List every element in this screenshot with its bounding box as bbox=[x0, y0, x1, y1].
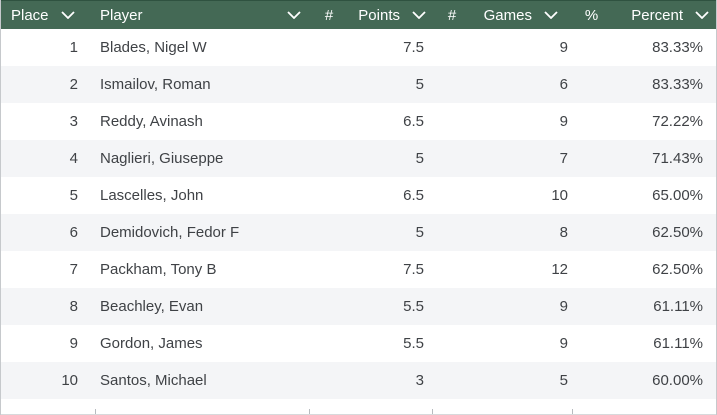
column-header-percent-sign-label: % bbox=[584, 6, 599, 24]
player-cell: Lascelles, John bbox=[100, 187, 204, 204]
place-cell: 4 bbox=[69, 150, 78, 167]
games-cell: 7 bbox=[559, 150, 568, 167]
percent-cell: 72.22% bbox=[652, 113, 703, 130]
table-row[interactable]: 1 Blades, Nigel W 7.5 9 83.33% bbox=[1, 29, 716, 66]
points-cell: 5.5 bbox=[403, 335, 424, 352]
chevron-down-icon[interactable] bbox=[695, 11, 709, 19]
points-cell: 6.5 bbox=[403, 187, 424, 204]
column-header-player-label: Player bbox=[100, 6, 143, 24]
games-cell: 9 bbox=[559, 298, 568, 315]
percent-cell: 83.33% bbox=[652, 39, 703, 56]
points-cell: 3 bbox=[415, 372, 424, 389]
player-cell: Naglieri, Giuseppe bbox=[100, 150, 224, 167]
games-cell: 9 bbox=[559, 39, 568, 56]
percent-cell: 62.50% bbox=[652, 224, 703, 241]
place-cell: 6 bbox=[69, 224, 78, 241]
percent-cell: 61.11% bbox=[653, 335, 703, 352]
points-cell: 5 bbox=[415, 76, 424, 93]
place-cell: 3 bbox=[69, 113, 78, 130]
player-cell: Ismailov, Roman bbox=[100, 76, 211, 93]
player-cell: Packham, Tony B bbox=[100, 261, 217, 278]
column-header-number-2-label: # bbox=[447, 6, 457, 24]
column-divider-tick bbox=[432, 409, 433, 414]
games-cell: 5 bbox=[559, 372, 568, 389]
percent-cell: 60.00% bbox=[652, 372, 703, 389]
player-cell: Gordon, James bbox=[100, 335, 203, 352]
place-cell: 9 bbox=[69, 335, 78, 352]
column-header-percent-label: Percent bbox=[631, 6, 683, 24]
table-row[interactable]: 2 Ismailov, Roman 5 6 83.33% bbox=[1, 66, 716, 103]
percent-cell: 83.33% bbox=[652, 76, 703, 93]
column-header-points[interactable]: Points bbox=[349, 1, 432, 29]
column-header-games-label: Games bbox=[483, 6, 532, 24]
place-cell: 8 bbox=[69, 298, 78, 315]
table-body: 1 Blades, Nigel W 7.5 9 83.33% 2 Ismailo… bbox=[1, 29, 716, 415]
chevron-down-icon[interactable] bbox=[544, 11, 558, 19]
chevron-down-icon[interactable] bbox=[287, 11, 301, 19]
percent-cell: 65.00% bbox=[652, 187, 703, 204]
column-header-player[interactable]: Player bbox=[95, 1, 309, 29]
percent-cell: 62.50% bbox=[652, 261, 703, 278]
player-cell: Beachley, Evan bbox=[100, 298, 204, 315]
games-cell: 12 bbox=[551, 261, 568, 278]
column-header-number-2: # bbox=[432, 1, 472, 29]
place-cell: 2 bbox=[69, 76, 78, 93]
points-cell: 7.5 bbox=[403, 39, 424, 56]
column-header-percent-sign: % bbox=[572, 1, 611, 29]
column-divider-tick bbox=[95, 409, 96, 414]
points-cell: 5 bbox=[415, 150, 424, 167]
table-row[interactable]: 10 Santos, Michael 3 5 60.00% bbox=[1, 362, 716, 399]
column-header-number-1: # bbox=[309, 1, 349, 29]
place-cell: 10 bbox=[61, 372, 78, 389]
player-cell: Blades, Nigel W bbox=[100, 39, 207, 56]
table-row[interactable]: 6 Demidovich, Fedor F 5 8 62.50% bbox=[1, 214, 716, 251]
table-row[interactable]: 8 Beachley, Evan 5.5 9 61.11% bbox=[1, 288, 716, 325]
place-cell: 1 bbox=[69, 39, 78, 56]
column-header-games[interactable]: Games bbox=[472, 1, 572, 29]
player-cell: Reddy, Avinash bbox=[100, 113, 203, 130]
points-cell: 5 bbox=[415, 224, 424, 241]
percent-cell: 61.11% bbox=[653, 298, 703, 315]
points-cell: 5.5 bbox=[403, 298, 424, 315]
place-cell: 7 bbox=[69, 261, 78, 278]
chevron-down-icon[interactable] bbox=[60, 11, 75, 19]
place-cell: 5 bbox=[69, 187, 78, 204]
games-cell: 8 bbox=[559, 224, 568, 241]
column-divider-tick bbox=[309, 409, 310, 414]
column-header-points-label: Points bbox=[358, 6, 400, 24]
partial-next-row bbox=[1, 399, 716, 415]
table-row[interactable]: 9 Gordon, James 5.5 9 61.11% bbox=[1, 325, 716, 362]
column-divider-tick bbox=[572, 409, 573, 414]
games-cell: 9 bbox=[559, 113, 568, 130]
column-header-place[interactable]: Place bbox=[1, 1, 95, 29]
points-cell: 7.5 bbox=[403, 261, 424, 278]
player-cell: Santos, Michael bbox=[100, 372, 207, 389]
column-header-percent[interactable]: Percent bbox=[611, 1, 716, 29]
table-row[interactable]: 4 Naglieri, Giuseppe 5 7 71.43% bbox=[1, 140, 716, 177]
games-cell: 10 bbox=[551, 187, 568, 204]
player-cell: Demidovich, Fedor F bbox=[100, 224, 240, 241]
games-cell: 9 bbox=[559, 335, 568, 352]
column-header-number-1-label: # bbox=[324, 6, 334, 24]
table-row[interactable]: 5 Lascelles, John 6.5 10 65.00% bbox=[1, 177, 716, 214]
points-cell: 6.5 bbox=[403, 113, 424, 130]
table-row[interactable]: 3 Reddy, Avinash 6.5 9 72.22% bbox=[1, 103, 716, 140]
column-header-place-label: Place bbox=[11, 6, 49, 24]
table-row[interactable]: 7 Packham, Tony B 7.5 12 62.50% bbox=[1, 251, 716, 288]
percent-cell: 71.43% bbox=[652, 150, 703, 167]
chevron-down-icon[interactable] bbox=[412, 11, 426, 19]
table-header: Place Player # Points # Games bbox=[1, 0, 716, 29]
games-cell: 6 bbox=[559, 76, 568, 93]
